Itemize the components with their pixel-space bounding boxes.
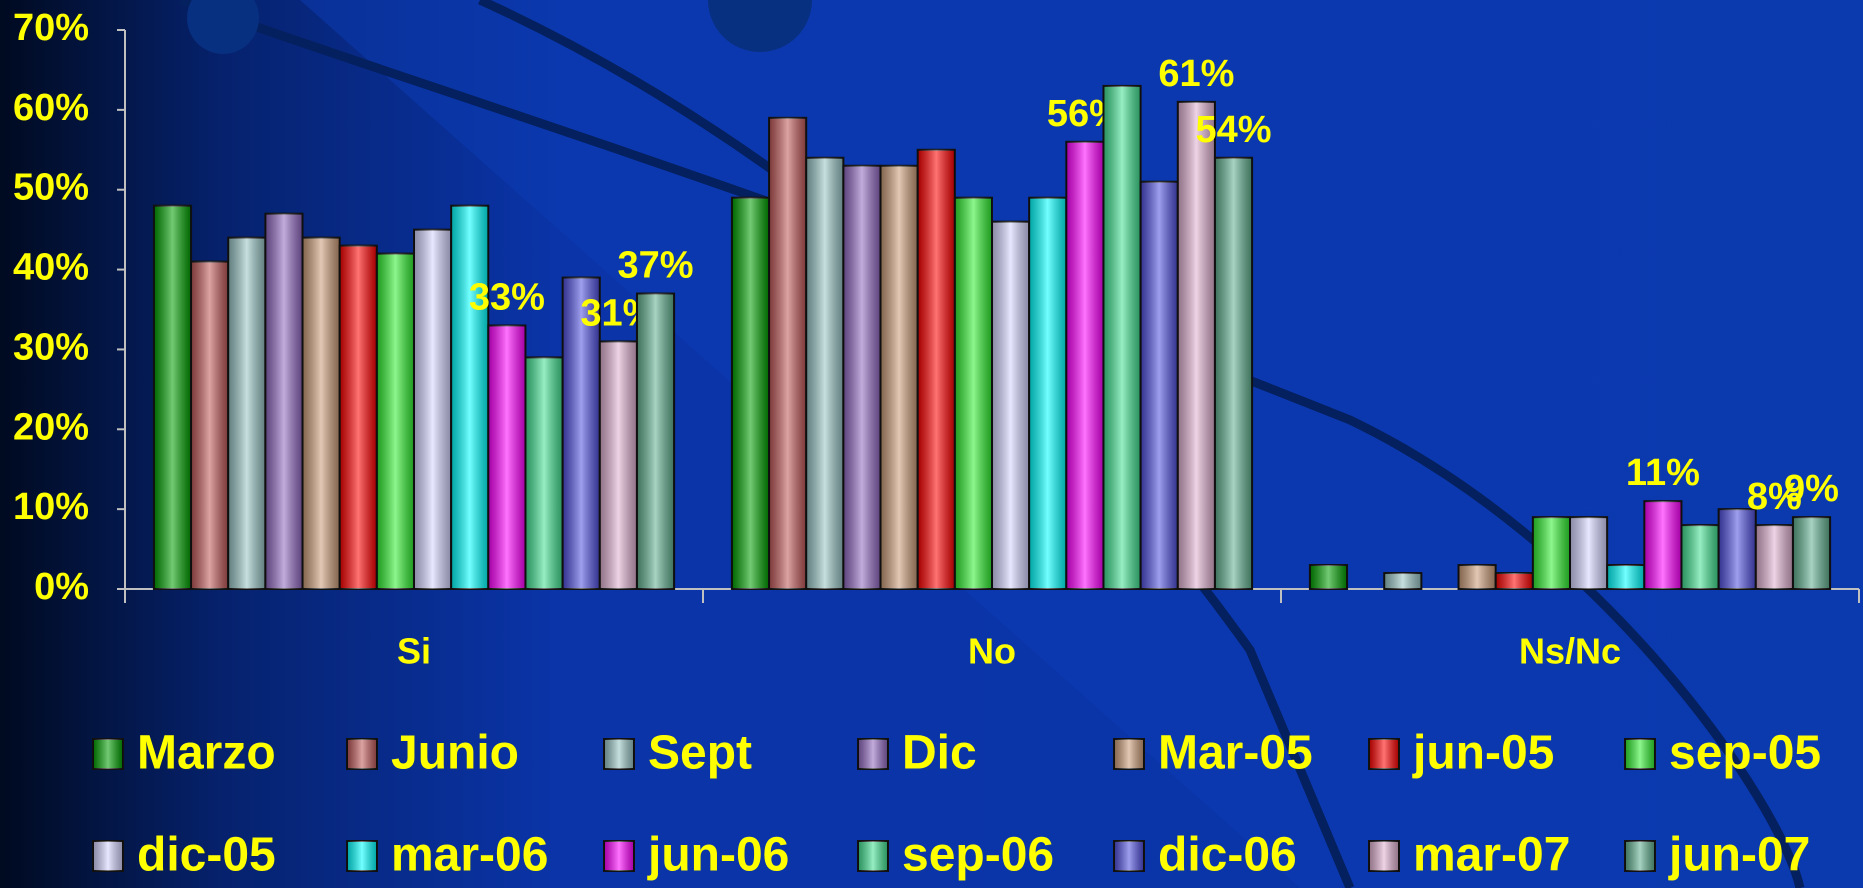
legend-label: mar-07 bbox=[1413, 829, 1570, 882]
bar-shine bbox=[339, 245, 377, 589]
bar-shine bbox=[228, 237, 266, 589]
bar-shine bbox=[992, 221, 1030, 589]
legend-label: sep-06 bbox=[902, 829, 1054, 882]
bar-shine bbox=[954, 197, 992, 589]
value-label: 11% bbox=[1626, 452, 1700, 494]
bar-shine bbox=[1495, 573, 1533, 589]
bar-shine bbox=[1532, 517, 1570, 589]
bar-shine bbox=[1029, 197, 1067, 589]
y-tick-label: 10% bbox=[13, 486, 89, 528]
legend-swatch-shine bbox=[347, 841, 377, 871]
y-tick-label: 40% bbox=[13, 247, 89, 289]
bar-shine bbox=[1607, 565, 1645, 589]
legend-swatch-shine bbox=[858, 739, 888, 769]
bar-shine bbox=[1177, 101, 1215, 589]
bar-shine bbox=[843, 165, 881, 589]
legend-label: Sept bbox=[648, 727, 752, 780]
value-label: 54% bbox=[1195, 109, 1271, 151]
legend-swatch-shine bbox=[1625, 841, 1655, 871]
legend-label: dic-06 bbox=[1158, 829, 1297, 882]
bar-shine bbox=[191, 261, 229, 589]
legend-swatch-shine bbox=[1369, 739, 1399, 769]
bar-shine bbox=[1718, 509, 1756, 589]
y-tick-label: 70% bbox=[13, 7, 89, 49]
bar-shine bbox=[153, 205, 192, 589]
value-label: 9% bbox=[1784, 468, 1839, 510]
legend-swatch-shine bbox=[1114, 739, 1144, 769]
bar-shine bbox=[636, 293, 675, 589]
bar-shine bbox=[1103, 85, 1141, 590]
bar-shine bbox=[1458, 565, 1496, 589]
legend-label: Mar-05 bbox=[1158, 727, 1313, 780]
bar-shine bbox=[917, 149, 955, 590]
legend-swatch-shine bbox=[1114, 841, 1144, 871]
bar-shine bbox=[1140, 181, 1178, 589]
x-tick-label: No bbox=[968, 631, 1016, 672]
legend-label: dic-05 bbox=[137, 829, 276, 882]
value-label: 8% bbox=[1747, 476, 1802, 518]
bar-shine bbox=[1066, 141, 1104, 590]
bar-shine bbox=[1214, 157, 1253, 589]
bar-shine bbox=[1570, 517, 1608, 589]
bar-shine bbox=[302, 237, 340, 589]
legend-swatch-shine bbox=[1625, 739, 1655, 769]
bar-shine bbox=[1384, 573, 1422, 589]
legend-swatch-shine bbox=[347, 739, 377, 769]
legend-swatch-shine bbox=[1369, 841, 1399, 871]
bar-shine bbox=[488, 325, 526, 589]
legend-label: jun-05 bbox=[1412, 727, 1554, 780]
y-tick-label: 0% bbox=[34, 566, 89, 608]
y-tick-label: 50% bbox=[13, 167, 89, 209]
legend-swatch-shine bbox=[93, 739, 123, 769]
bar-shine bbox=[265, 213, 303, 589]
bar-shine bbox=[806, 157, 844, 589]
legend-label: jun-06 bbox=[647, 829, 789, 882]
background-bubble bbox=[708, 0, 812, 52]
value-label: 61% bbox=[1158, 53, 1234, 95]
background-bubble bbox=[187, 0, 259, 54]
value-label: 33% bbox=[469, 277, 545, 319]
x-tick-label: Ns/Nc bbox=[1519, 631, 1621, 672]
legend-swatch-shine bbox=[604, 739, 634, 769]
bar-shine bbox=[599, 341, 637, 589]
bar-shine bbox=[880, 165, 918, 589]
bar-shine bbox=[731, 197, 770, 589]
value-label: 37% bbox=[617, 245, 693, 287]
y-tick-label: 60% bbox=[13, 87, 89, 129]
bar-shine bbox=[525, 357, 563, 589]
bar-shine bbox=[1644, 501, 1682, 589]
legend-label: jun-07 bbox=[1668, 829, 1810, 882]
legend-label: Marzo bbox=[137, 727, 276, 780]
bar-shine bbox=[1309, 565, 1348, 589]
x-tick-label: Si bbox=[397, 631, 431, 672]
legend-swatch-shine bbox=[858, 841, 888, 871]
bar-shine bbox=[1681, 525, 1719, 589]
legend-label: Dic bbox=[902, 727, 977, 780]
bar-shine bbox=[769, 117, 807, 589]
bar-shine bbox=[562, 277, 600, 589]
legend-swatch-shine bbox=[93, 841, 123, 871]
bar-shine bbox=[451, 205, 489, 589]
legend-label: mar-06 bbox=[391, 829, 548, 882]
bar-shine bbox=[414, 229, 452, 589]
legend-swatch-shine bbox=[604, 841, 634, 871]
bar-shine bbox=[1755, 525, 1793, 589]
y-tick-label: 30% bbox=[13, 326, 89, 368]
legend-label: Junio bbox=[391, 727, 519, 780]
bar-shine bbox=[376, 253, 414, 589]
bar-shine bbox=[1792, 517, 1831, 589]
legend-label: sep-05 bbox=[1669, 727, 1821, 780]
y-tick-label: 20% bbox=[13, 406, 89, 448]
